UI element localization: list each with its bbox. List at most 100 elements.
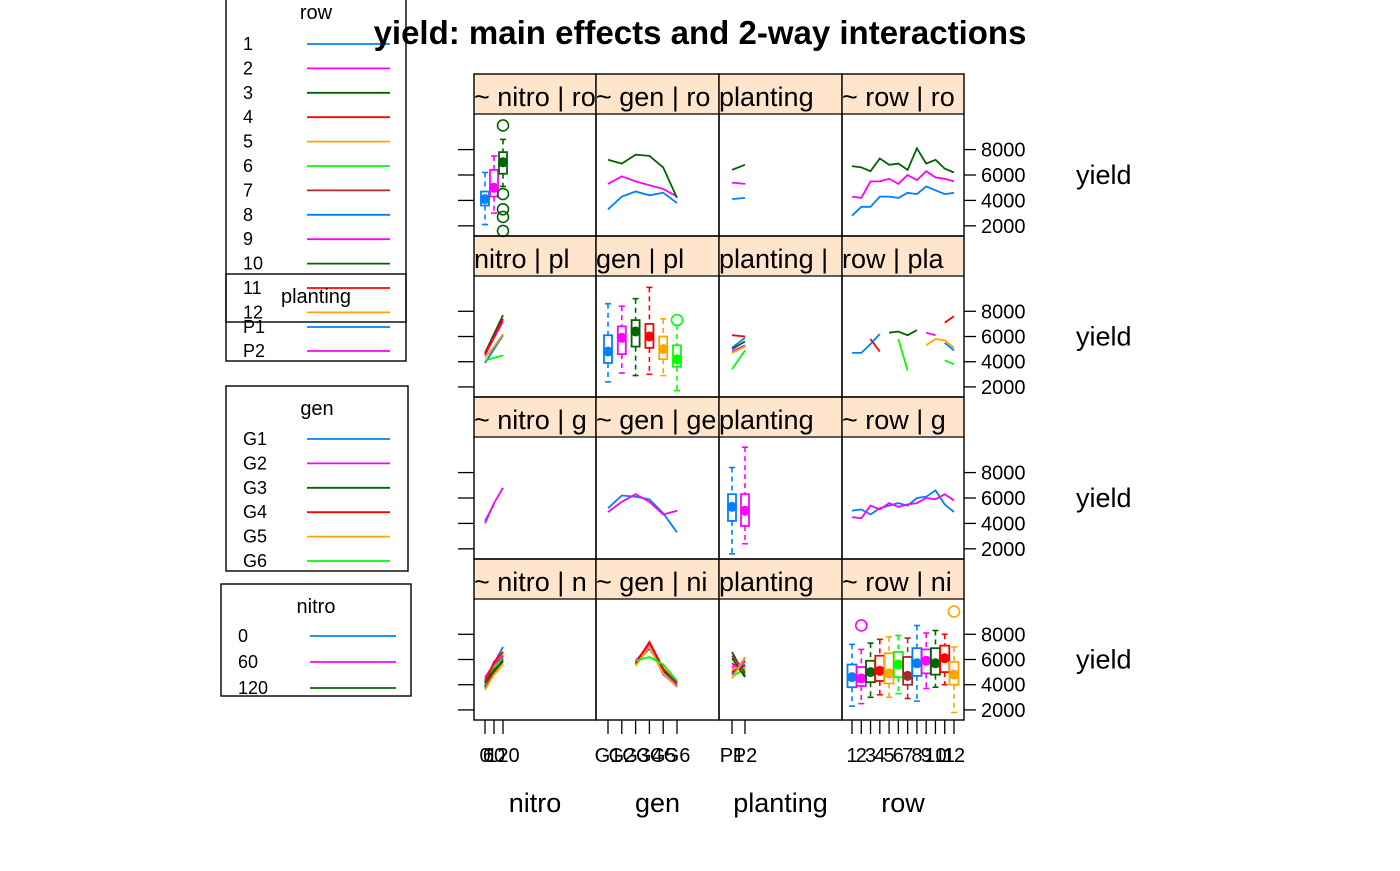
- panel-nitro-planting: planting: [718, 73, 843, 237]
- legend-title: row: [300, 2, 333, 24]
- panel-row-nitro: ~ nitro | n: [473, 558, 597, 721]
- legend-label: 0: [238, 626, 248, 646]
- legend-nitro: nitro 0 60 120: [220, 583, 412, 698]
- strip-background: [474, 236, 596, 276]
- strip-background: [719, 559, 842, 599]
- x-tick-label: 0: [479, 745, 490, 767]
- box-outlier: [670, 313, 684, 327]
- y-tick-label: 2000: [981, 377, 1026, 399]
- strip-background: [842, 236, 964, 276]
- legend-label: G1: [243, 429, 267, 449]
- panel-gen-row: row | pla: [841, 235, 965, 398]
- box-median-dot: [644, 331, 655, 342]
- box-median-dot: [489, 182, 499, 193]
- legend-label: 11: [243, 278, 262, 298]
- box-median-dot: [911, 658, 922, 669]
- series-line: [731, 197, 746, 200]
- y-tick-label: 4000: [981, 675, 1026, 697]
- y-tick-label: 8000: [981, 301, 1026, 323]
- box-median-dot: [893, 659, 904, 670]
- box-median-dot: [658, 344, 669, 355]
- panel-nitro-row: ~ row | ro: [841, 73, 965, 237]
- strip-background: [474, 397, 596, 437]
- legend-label: P1: [243, 317, 265, 337]
- y-tick-label: 4000: [981, 190, 1026, 212]
- series-line: [925, 338, 955, 349]
- x-tick-label: 10: [924, 745, 946, 767]
- series-line: [484, 661, 504, 684]
- strip-label: planting: [719, 82, 814, 112]
- series-line: [484, 663, 504, 691]
- series-line: [484, 333, 504, 359]
- box-outlier: [854, 619, 868, 632]
- strip-label: ~ nitro | g: [474, 405, 587, 435]
- box-median-dot: [672, 354, 682, 365]
- box-median-dot: [847, 672, 857, 683]
- y-tick-label: 6000: [981, 165, 1026, 187]
- strip-label: ~ row | g: [842, 405, 946, 435]
- legend-label: G6: [243, 551, 267, 571]
- legend-label: G4: [243, 502, 267, 522]
- y-tick-label: 2000: [981, 216, 1026, 238]
- x-tick-label: 11: [934, 745, 955, 767]
- x-tick-label: 7: [902, 745, 913, 767]
- y-tick-label: 6000: [981, 488, 1026, 510]
- series-line: [851, 146, 955, 174]
- series-line: [607, 190, 678, 210]
- series-line: [897, 338, 955, 371]
- box-outlier: [496, 119, 510, 132]
- series-line: [607, 153, 678, 199]
- x-axis-name: nitro: [509, 788, 562, 818]
- series-line: [731, 349, 746, 370]
- strip-label: ~ gen | ni: [596, 567, 707, 597]
- strip-background: [596, 559, 719, 599]
- series-line: [484, 318, 504, 355]
- panel-nitro-gen: ~ gen | ro: [595, 73, 720, 237]
- legend-planting: planting P1 P2: [225, 273, 407, 362]
- strip-label: nitro | pl: [474, 244, 570, 274]
- box-median-dot: [856, 673, 867, 684]
- x-axis-name: gen: [635, 788, 680, 818]
- legend-box: [225, 0, 407, 323]
- series-line: [731, 661, 746, 668]
- x-tick-label: 120: [486, 745, 519, 767]
- legend-label: 12: [243, 302, 263, 322]
- legend-label: 2: [243, 58, 253, 78]
- strip-background: [719, 74, 842, 114]
- panel-grid: ~ nitro | n ~ gen | ni planting ~ row | …: [473, 73, 965, 721]
- x-tick-label: P1: [720, 745, 744, 767]
- legend-title: gen: [300, 398, 333, 420]
- legend-box: [225, 273, 407, 362]
- x-tick-label: G1: [595, 745, 622, 767]
- x-tick-label: 60: [483, 745, 505, 767]
- series-line: [731, 337, 746, 349]
- series-line: [484, 354, 504, 362]
- series-line: [607, 493, 678, 516]
- box-median-dot: [930, 658, 941, 669]
- panel-row-row: ~ row | ni: [841, 558, 965, 721]
- x-tick-label: 1: [846, 745, 857, 767]
- y-tick-label: 2000: [981, 539, 1026, 561]
- series-line: [851, 489, 955, 516]
- series-line: [731, 656, 746, 679]
- series-line: [731, 181, 746, 185]
- strip-label: ~ row | ro: [842, 82, 955, 112]
- strip-label: ~ gen | ro: [596, 82, 710, 112]
- box-median-dot: [865, 667, 876, 678]
- strip-background: [719, 397, 842, 437]
- strip-background: [842, 74, 964, 114]
- box-median-dot: [740, 505, 750, 516]
- axes: 2000 4000 6000 8000 yield 2000 4000 6000 8000 yie…: [458, 140, 1132, 818]
- x-tick-label: 3: [865, 745, 876, 767]
- legend-gen: gen G1 G2 G3 G4 G5 G6: [225, 385, 409, 572]
- legend-box: [225, 385, 409, 572]
- series-line: [484, 334, 504, 364]
- series-line: [851, 185, 955, 217]
- y-axis-name: yield: [1076, 322, 1132, 352]
- strip-background: [596, 236, 719, 276]
- legend-box: [220, 583, 412, 697]
- legend-label: P2: [243, 341, 265, 361]
- y-axis-row-2: 2000 4000 6000 8000 yield: [458, 463, 1132, 561]
- series-line: [607, 175, 678, 198]
